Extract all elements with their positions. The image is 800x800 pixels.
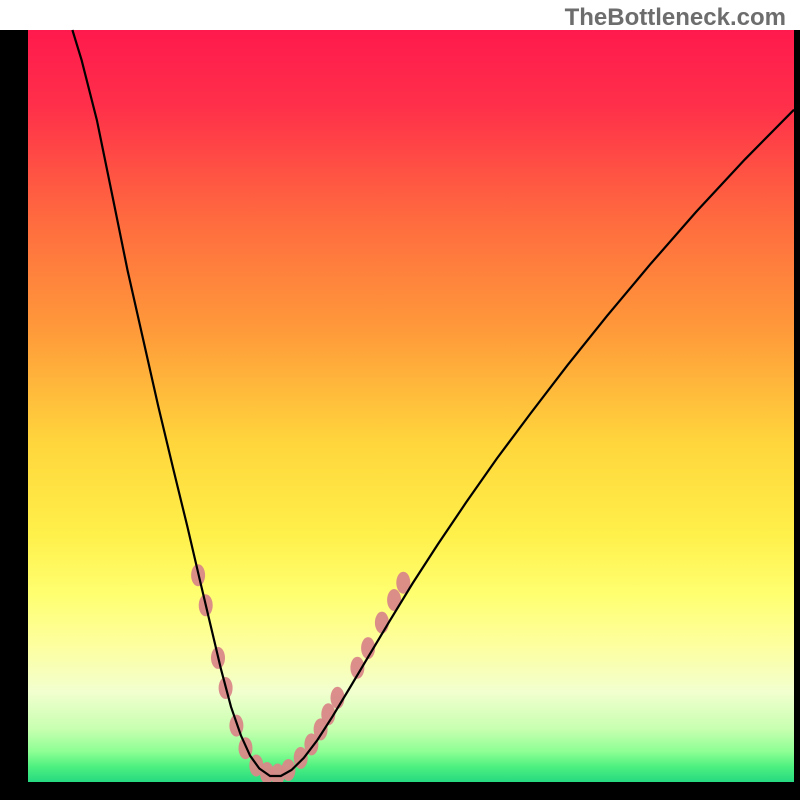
watermark-text: TheBottleneck.com [565,4,786,32]
bottleneck-curve [0,0,800,800]
highlight-dot [375,612,389,634]
chart-stage: TheBottleneck.com [0,0,800,800]
curve-line [72,30,794,776]
frame-left [0,30,28,800]
frame-right [794,30,800,800]
highlight-dot [281,759,295,781]
highlight-dot [331,687,345,709]
highlight-dots [191,564,410,785]
frame-bottom [0,782,800,800]
